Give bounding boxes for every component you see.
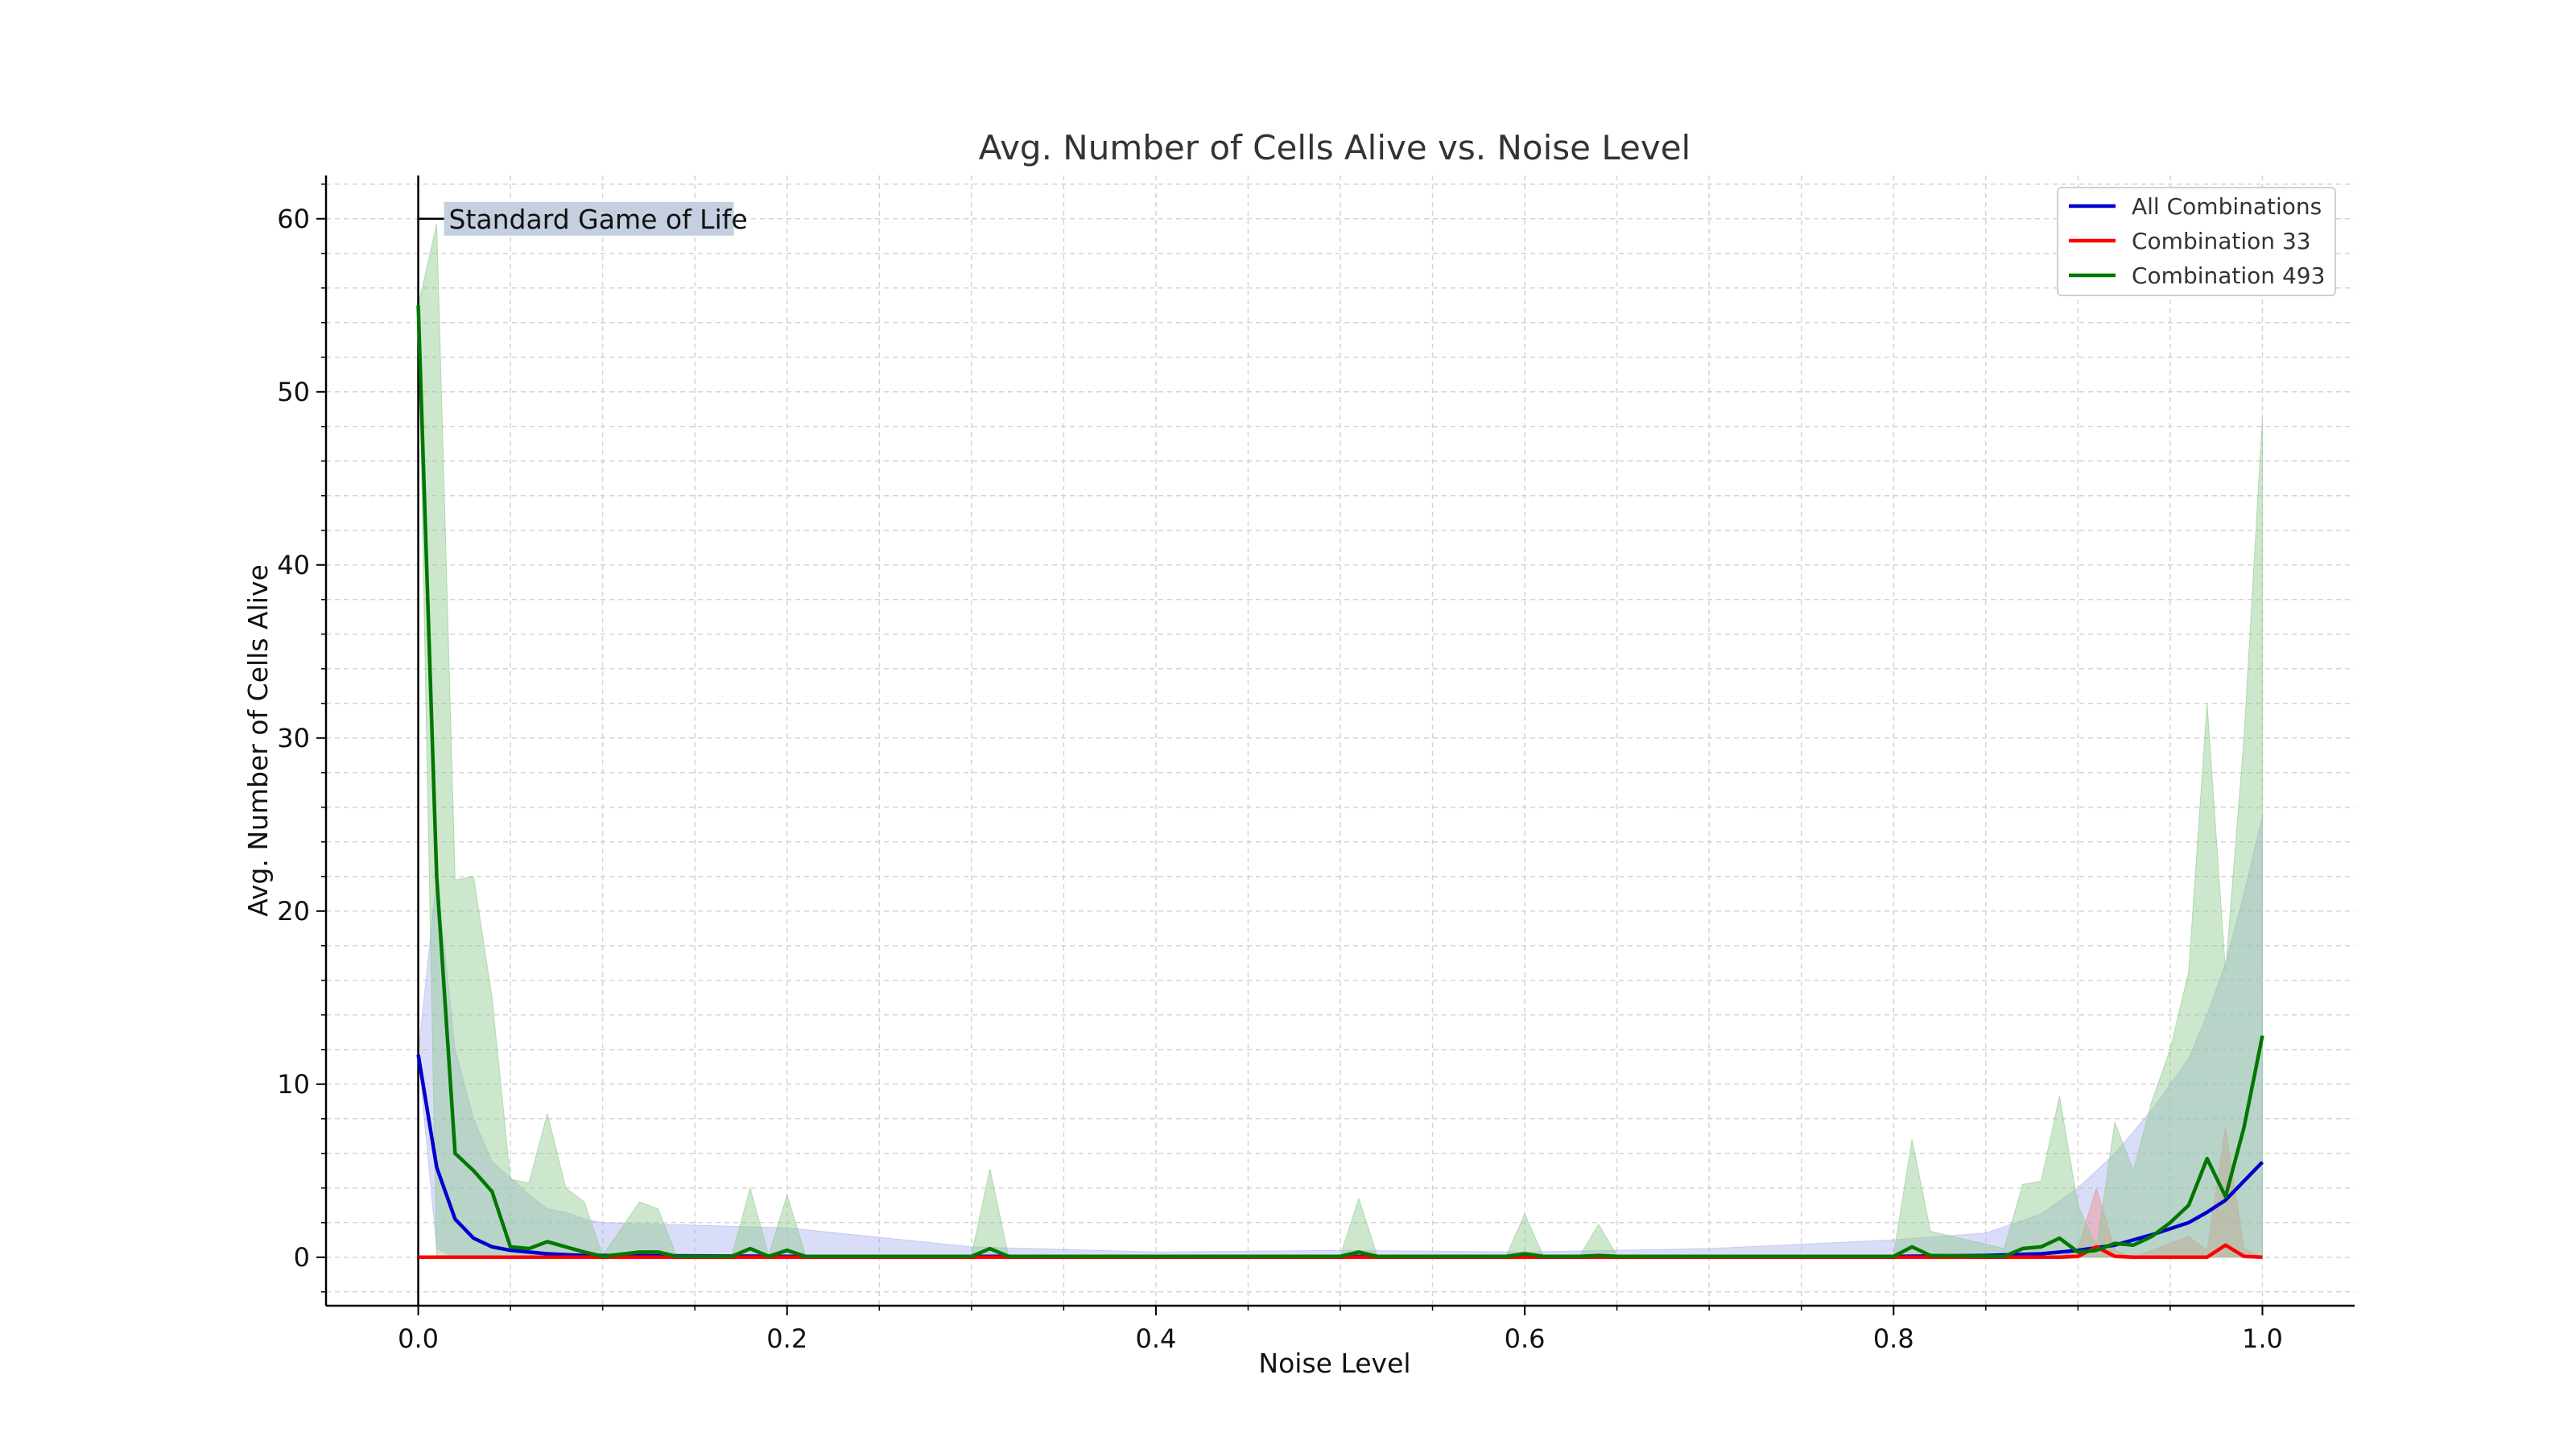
- band-combination-493: [418, 224, 2263, 1258]
- legend-label-all-combinations: All Combinations: [2132, 193, 2322, 220]
- legend-frame: [2057, 187, 2336, 296]
- confidence-bands: [418, 224, 2263, 1258]
- y-tick-label: 10: [277, 1069, 310, 1100]
- legend: All Combinations Combination 33 Combinatio…: [2057, 187, 2336, 296]
- x-tick-label: 1.0: [2242, 1323, 2283, 1354]
- y-tick-label: 60: [277, 204, 310, 234]
- x-tick-label: 0.0: [398, 1323, 439, 1354]
- legend-label-combination-493: Combination 493: [2132, 262, 2325, 289]
- y-tick-label: 50: [277, 377, 310, 407]
- grid-lines: [326, 175, 2355, 1306]
- x-axis-label: Noise Level: [1258, 1348, 1410, 1379]
- y-tick-label: 0: [294, 1242, 310, 1273]
- annotation-box: [444, 201, 734, 236]
- y-tick-label: 40: [277, 550, 310, 580]
- x-tick-label: 0.2: [766, 1323, 807, 1354]
- series-lines: [416, 305, 2264, 1260]
- annotation: Standard Game of Life: [418, 201, 748, 236]
- x-tick-label: 0.6: [1505, 1323, 1546, 1354]
- y-tick-label: 20: [277, 896, 310, 927]
- x-tick-label: 0.4: [1135, 1323, 1176, 1354]
- legend-label-combination-33: Combination 33: [2132, 228, 2311, 254]
- chart-title: Avg. Number of Cells Alive vs. Noise Lev…: [979, 128, 1690, 167]
- annotation-text: Standard Game of Life: [449, 204, 748, 235]
- y-axis-label: Avg. Number of Cells Alive: [242, 564, 274, 917]
- x-tick-label: 0.8: [1873, 1323, 1914, 1354]
- axis-ticks: 0.0 0.2 0.4 0.6 0.8 1.0 0 10 20 30 40 50 60: [277, 184, 2283, 1354]
- y-tick-label: 30: [277, 723, 310, 753]
